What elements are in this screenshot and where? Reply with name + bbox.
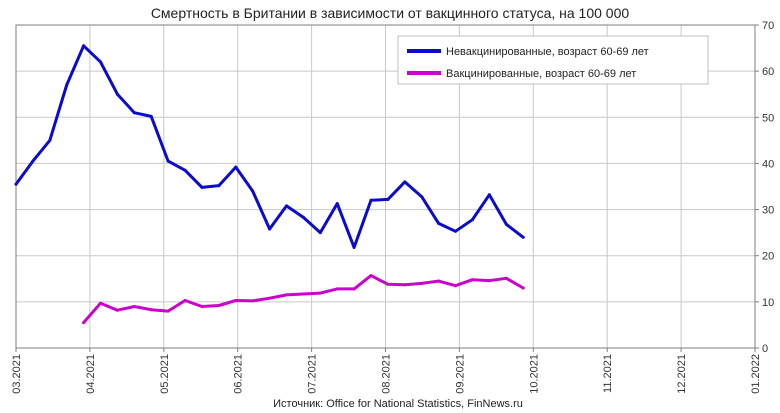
series-0-point: [115, 92, 119, 96]
series-line-1: [82, 274, 525, 325]
x-tick-label: 08.2021: [381, 354, 393, 394]
chart-source: Источник: Office for National Statistics…: [273, 398, 523, 410]
series-1-point: [132, 305, 136, 308]
series-1-point: [251, 299, 255, 303]
series-0-point: [420, 195, 424, 199]
series-1-point: [268, 296, 272, 300]
series-0-point: [504, 222, 508, 226]
series-0-point: [48, 138, 52, 142]
series-0-point: [251, 189, 255, 193]
y-tick-label: 0: [762, 343, 768, 355]
x-tick-label: 11.2021: [602, 354, 614, 393]
series-0-point: [200, 185, 204, 189]
series-0-point: [166, 159, 170, 163]
series-1-point: [487, 279, 491, 283]
series-1-point: [166, 309, 170, 313]
series-0-point: [268, 227, 272, 231]
x-tick-label: 05.2021: [159, 354, 171, 394]
y-tick-label: 70: [762, 20, 774, 32]
series-1-point: [200, 305, 204, 308]
series-1-point: [115, 308, 119, 312]
series-1-point: [99, 301, 102, 305]
series-0-point: [386, 197, 390, 201]
series-0-point: [285, 204, 288, 208]
x-tick-label: 03.2021: [11, 354, 23, 394]
x-axis: 03.2021 04.2021 05.2021 06.2021 07.2021 08.20…: [11, 348, 762, 394]
x-tick-label: 04.2021: [85, 354, 97, 394]
series-0-point: [352, 245, 356, 249]
series-1-point: [437, 279, 441, 283]
series-0-point: [470, 218, 474, 222]
series-0-point: [335, 202, 339, 206]
series-1-point: [470, 278, 474, 282]
legend-label-vaccinated: Вакцинированные, возраст 60-69 лет: [446, 68, 636, 80]
y-tick-label: 50: [762, 112, 774, 124]
series-0-point: [487, 193, 491, 197]
series-0-point: [521, 235, 525, 239]
series-0-point: [31, 159, 35, 163]
series-0-point: [301, 215, 305, 219]
grid: [15, 24, 756, 349]
x-tick-label: 06.2021: [233, 354, 245, 394]
series-1-point: [386, 282, 390, 286]
series-0-point: [14, 182, 18, 186]
series-0-point: [217, 184, 221, 188]
series-1-point: [521, 286, 525, 290]
series-0-point: [403, 180, 407, 184]
series-0-point: [65, 83, 69, 87]
x-tick-label: 07.2021: [307, 354, 319, 394]
series-1-point: [335, 287, 339, 291]
x-tick-label: 09.2021: [454, 354, 466, 394]
series-0-point: [99, 60, 102, 64]
series-lines: [14, 44, 525, 325]
series-0-point: [454, 229, 457, 233]
chart-title: Смертность в Британии в зависимости от в…: [151, 5, 630, 21]
y-tick-label: 20: [762, 251, 774, 263]
x-tick-label: 12.2021: [676, 354, 688, 394]
series-1-point: [369, 274, 373, 278]
series-0-point: [369, 198, 373, 202]
series-1-point: [420, 281, 424, 285]
series-1-point: [149, 308, 153, 312]
y-tick-label: 10: [762, 297, 774, 309]
y-tick-label: 60: [762, 66, 774, 78]
series-1-point: [82, 321, 86, 325]
series-1-point: [301, 292, 305, 296]
series-0-point: [149, 114, 153, 118]
series-0-point: [318, 231, 322, 235]
series-1-point: [504, 276, 508, 280]
series-1-point: [403, 283, 407, 287]
y-tick-label: 40: [762, 158, 774, 170]
series-0-point: [183, 168, 187, 172]
series-1-point: [352, 287, 356, 291]
series-0-point: [234, 165, 238, 169]
legend-box: [397, 35, 709, 85]
x-tick-label: 01.2022: [750, 354, 762, 394]
legend: Невакцинированные, возраст 60-69 лет Вак…: [397, 35, 709, 85]
series-0-point: [437, 221, 441, 225]
y-tick-label: 30: [762, 205, 774, 217]
legend-label-unvaccinated: Невакцинированные, возраст 60-69 лет: [446, 46, 649, 58]
series-1-point: [454, 284, 457, 288]
y-axis: 0 10 20 30 40 50 60 70: [755, 20, 774, 355]
series-1-point: [318, 291, 322, 295]
series-0-point: [132, 111, 136, 115]
x-tick-label: 10.2021: [528, 354, 540, 394]
series-1-point: [217, 304, 221, 307]
series-1-point: [183, 299, 187, 302]
series-0-point: [82, 44, 86, 48]
series-1-point: [234, 299, 238, 302]
series-1-point: [285, 293, 288, 297]
